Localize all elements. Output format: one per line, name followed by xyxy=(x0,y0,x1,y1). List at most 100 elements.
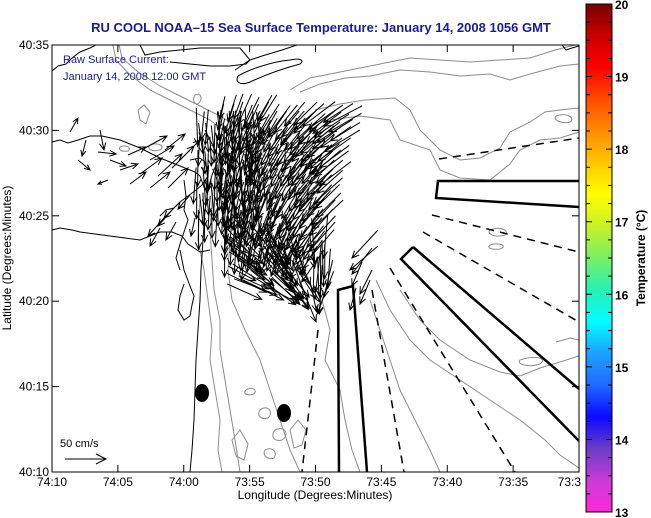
current-vector xyxy=(283,136,305,164)
current-vector xyxy=(194,149,202,188)
scale-vector-label: 50 cm/s xyxy=(60,438,99,450)
current-vector xyxy=(250,152,258,188)
current-vector xyxy=(147,217,165,237)
current-vector xyxy=(359,279,371,306)
y-axis: 40:10 40:15 40:20 40:25 40:30 40:35 xyxy=(19,38,579,479)
y-axis-label: Latitude (Degrees:Minutes) xyxy=(0,186,14,331)
current-vector xyxy=(216,118,226,149)
current-vector xyxy=(260,143,280,177)
current-vector xyxy=(259,94,278,123)
coastline-segment xyxy=(234,45,299,71)
y-tick-label: 40:25 xyxy=(19,209,49,223)
current-vector xyxy=(310,218,318,265)
bathy-contour xyxy=(488,227,507,237)
bathy-contour xyxy=(227,239,301,472)
current-vector xyxy=(275,136,299,167)
current-vector xyxy=(99,129,107,152)
current-vector xyxy=(306,133,335,159)
current-vector xyxy=(322,103,354,124)
colorbar-label: Temperature (°C) xyxy=(634,210,648,307)
current-vector xyxy=(312,113,350,138)
current-vector xyxy=(80,139,87,158)
y-tick-label: 40:35 xyxy=(19,38,49,52)
current-vector xyxy=(220,181,229,213)
current-vector xyxy=(258,247,288,281)
current-vector xyxy=(246,164,254,206)
current-vector xyxy=(254,101,270,129)
bathy-contour xyxy=(244,387,256,396)
current-vector xyxy=(322,105,363,127)
current-vector xyxy=(157,209,173,227)
current-vector xyxy=(308,150,334,175)
dashed-line xyxy=(371,289,405,472)
channel-polygon-south xyxy=(336,284,369,472)
bathy-contour xyxy=(289,419,307,449)
current-vector xyxy=(296,166,323,196)
current-vector xyxy=(226,152,235,188)
current-vector xyxy=(149,171,171,189)
current-vector xyxy=(293,181,314,210)
current-vector xyxy=(165,221,177,242)
current-vector xyxy=(359,269,373,296)
buoy-marker-2 xyxy=(277,404,291,422)
current-vector xyxy=(232,153,241,189)
bathy-contour xyxy=(193,93,202,105)
current-vector xyxy=(270,197,287,230)
x-axis-label: Longitude (Degrees:Minutes) xyxy=(238,488,393,502)
current-vector xyxy=(314,184,340,210)
current-vector xyxy=(210,181,218,223)
current-vector xyxy=(249,206,257,244)
bathymetry-contours xyxy=(112,45,579,472)
current-vector xyxy=(179,139,201,161)
current-vector xyxy=(202,109,210,146)
current-vector xyxy=(278,234,292,267)
current-vector xyxy=(321,244,329,280)
x-tick-label: 73:35 xyxy=(498,475,528,489)
current-vector xyxy=(293,103,325,131)
current-vector xyxy=(349,245,379,271)
bathy-contour xyxy=(258,407,271,419)
current-vector xyxy=(285,192,308,226)
current-vector xyxy=(296,251,311,286)
current-vector xyxy=(109,159,128,167)
bathy-contour xyxy=(555,337,579,343)
colorbar-tick-label: 13 xyxy=(615,506,629,518)
bathy-contour xyxy=(369,299,441,472)
current-vector xyxy=(211,207,220,248)
current-vector xyxy=(319,240,327,288)
current-vector xyxy=(323,129,361,153)
current-vector xyxy=(288,198,313,232)
current-vector xyxy=(282,256,298,287)
current-vector xyxy=(77,159,91,171)
current-vector xyxy=(97,150,118,157)
current-vector xyxy=(157,153,183,177)
current-vector xyxy=(312,177,343,205)
current-vector xyxy=(226,242,260,266)
dashed-line xyxy=(301,329,319,472)
bathy-contour xyxy=(119,145,130,152)
current-vector xyxy=(307,104,344,130)
current-vector xyxy=(316,137,351,162)
current-vector xyxy=(263,168,279,198)
current-vector xyxy=(315,192,342,219)
scale-vector-arrow xyxy=(65,453,108,465)
current-vector xyxy=(119,162,140,171)
x-tick-label: 73:55 xyxy=(235,475,265,489)
bathy-contour xyxy=(209,189,241,472)
current-vector xyxy=(227,283,263,300)
buoy-marker-1 xyxy=(195,384,209,402)
coastline-segment xyxy=(175,179,189,271)
current-vector xyxy=(139,157,163,175)
current-vector xyxy=(318,144,350,169)
current-vector xyxy=(239,192,248,226)
colorbar-ticks: 13 14 15 16 17 18 19 20 xyxy=(586,0,629,518)
current-vector xyxy=(245,150,254,182)
current-vector xyxy=(245,124,254,155)
bathy-contour xyxy=(299,63,579,93)
current-vector xyxy=(306,190,331,218)
current-vector xyxy=(242,279,285,301)
coastline-segment xyxy=(236,58,303,85)
surface-current-vectors xyxy=(69,93,379,323)
current-vector xyxy=(194,209,203,251)
current-vector xyxy=(241,138,250,171)
